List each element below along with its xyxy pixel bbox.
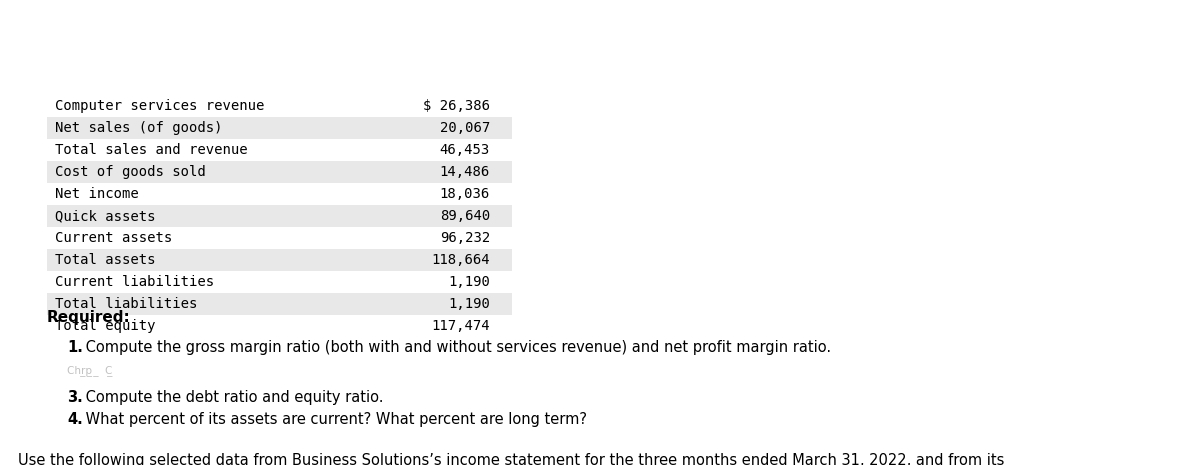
Text: Computer services revenue: Computer services revenue xyxy=(55,99,264,113)
Bar xyxy=(47,249,512,271)
Text: 96,232: 96,232 xyxy=(439,231,490,245)
Bar xyxy=(47,293,512,315)
Text: 1,190: 1,190 xyxy=(448,275,490,289)
Text: Total liabilities: Total liabilities xyxy=(55,297,197,311)
Text: 46,453: 46,453 xyxy=(439,143,490,157)
Text: 20,067: 20,067 xyxy=(439,121,490,135)
Text: Current liabilities: Current liabilities xyxy=(55,275,214,289)
Text: Chr̲̲̲̲̲̲̲p̲̲  ̲̲̲̲̲̲  C̲̲̲̲̲̲: Chr̲̲̲̲̲̲̲p̲̲ ̲̲̲̲̲̲ C̲̲̲̲̲̲ xyxy=(67,365,113,376)
Text: What percent of its assets are current? What percent are long term?: What percent of its assets are current? … xyxy=(82,412,587,427)
Text: Use the following selected data from Business Solutions’s income statement for t: Use the following selected data from Bus… xyxy=(18,453,1004,465)
Text: 118,664: 118,664 xyxy=(431,253,490,267)
Text: Total equity: Total equity xyxy=(55,319,156,333)
Text: Current assets: Current assets xyxy=(55,231,173,245)
Text: Quick assets: Quick assets xyxy=(55,209,156,223)
Text: 4.: 4. xyxy=(67,412,83,427)
Text: Total assets: Total assets xyxy=(55,253,156,267)
Text: Compute the gross margin ratio (both with and without services revenue) and net : Compute the gross margin ratio (both wit… xyxy=(82,340,832,355)
Text: Net income: Net income xyxy=(55,187,139,201)
Text: 18,036: 18,036 xyxy=(439,187,490,201)
Bar xyxy=(47,205,512,227)
Bar xyxy=(47,161,512,183)
Text: 1,190: 1,190 xyxy=(448,297,490,311)
Text: Cost of goods sold: Cost of goods sold xyxy=(55,165,205,179)
Text: 14,486: 14,486 xyxy=(439,165,490,179)
Text: 117,474: 117,474 xyxy=(431,319,490,333)
Text: 3.: 3. xyxy=(67,390,83,405)
Text: Net sales (of goods): Net sales (of goods) xyxy=(55,121,222,135)
Text: 89,640: 89,640 xyxy=(439,209,490,223)
Text: Required:: Required: xyxy=(47,310,131,325)
Bar xyxy=(47,117,512,139)
Text: Total sales and revenue: Total sales and revenue xyxy=(55,143,247,157)
Text: Compute the debt ratio and equity ratio.: Compute the debt ratio and equity ratio. xyxy=(82,390,384,405)
Text: 1.: 1. xyxy=(67,340,83,355)
Text: $ 26,386: $ 26,386 xyxy=(424,99,490,113)
